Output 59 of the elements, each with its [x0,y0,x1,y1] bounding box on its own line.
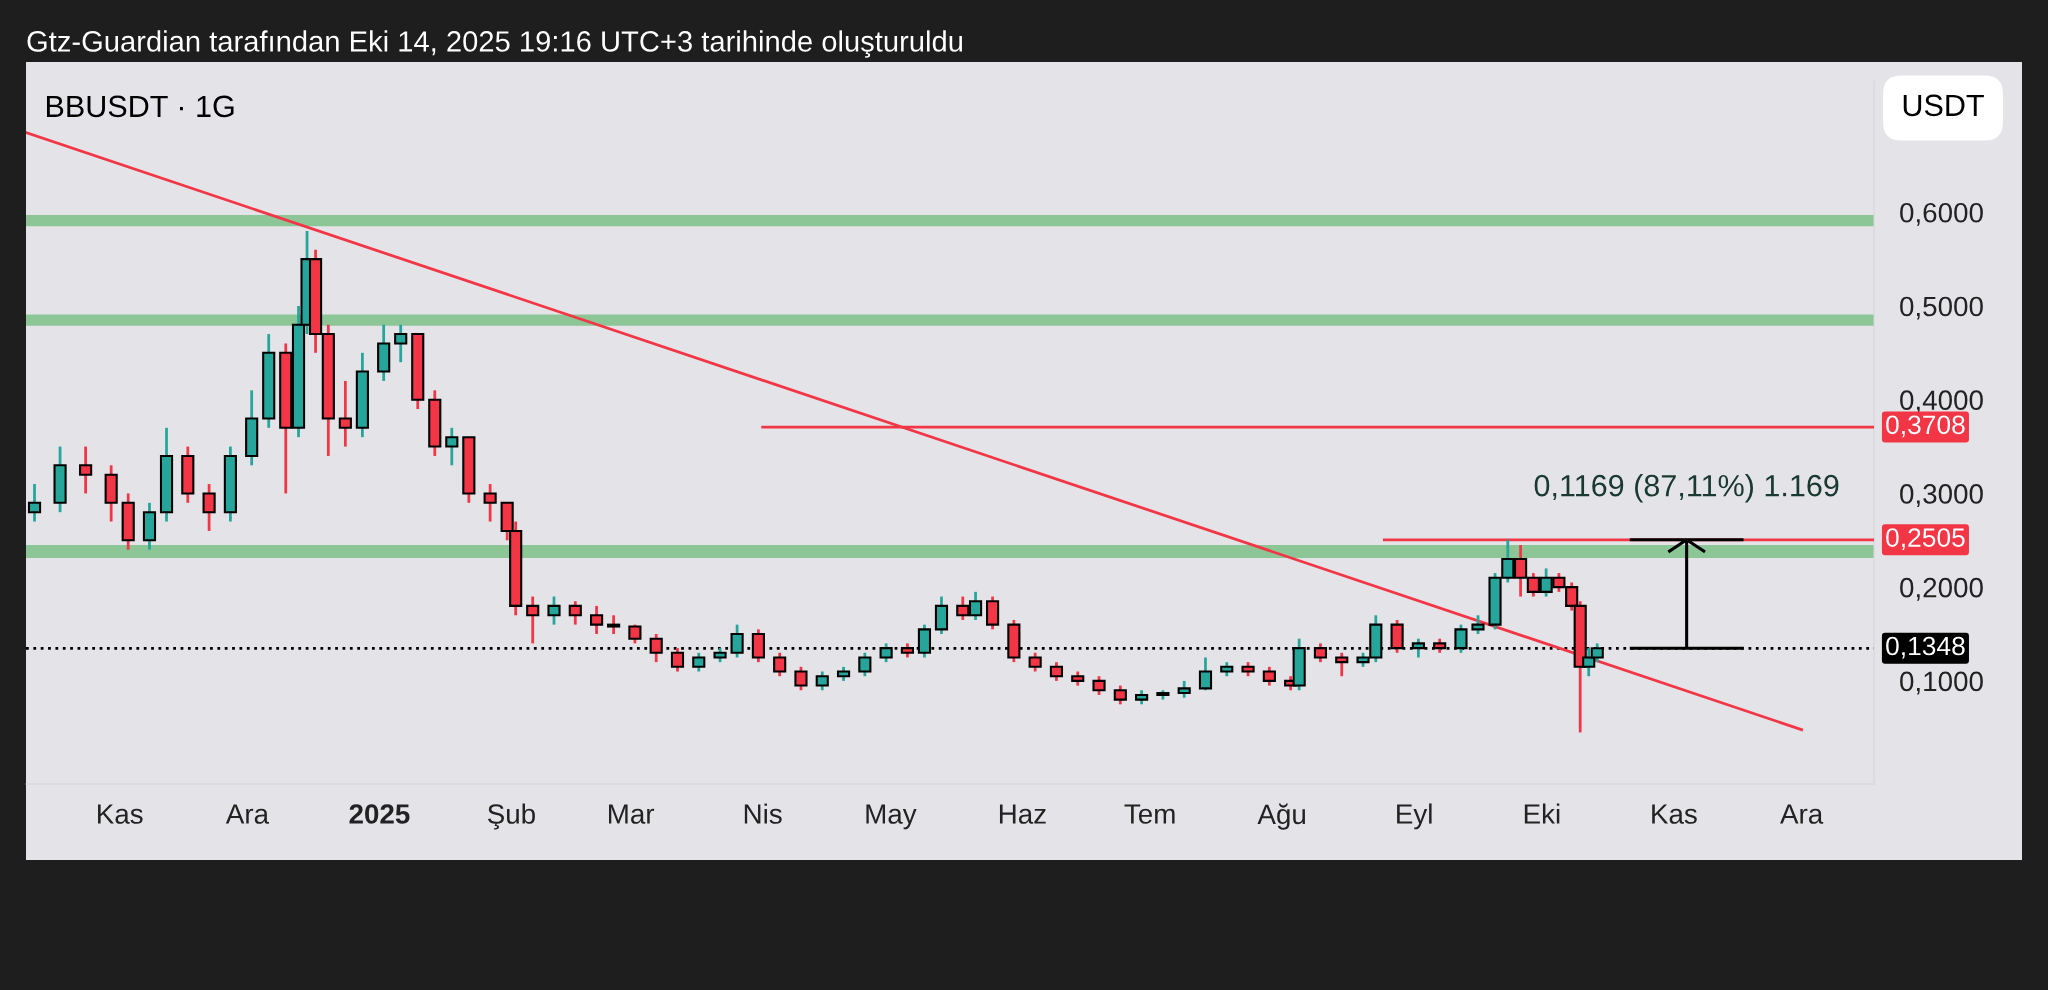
candlestick [445,426,459,467]
candlestick [1092,674,1106,697]
candlestick [394,323,408,364]
text: USDT [1903,94,1984,117]
candlestick [1313,642,1328,664]
x-tick-label: May [866,804,917,830]
candlestick [751,627,765,664]
y-tick-label: 0,2000 [1900,577,1983,601]
ref-line-label: 0,1348 [1886,636,1965,659]
candlestick [986,595,1000,631]
x-tick-label: Ağu [1257,803,1305,830]
x-tick-label: Eki [1524,803,1560,824]
candlestick [483,482,497,523]
chart-title: BBUSDT · 1G [46,95,234,118]
candlestick [1049,660,1064,683]
y-tick-label: 0,6000 [1900,202,1983,226]
candlestick [1113,684,1127,706]
candlestick [607,613,621,636]
candlestick [692,651,706,673]
candlestick [858,651,872,678]
x-tick-label: Kas [98,804,143,824]
candlestick [815,670,829,692]
y-tick-label: 0,1000 [1900,671,1983,695]
candlestick [202,482,216,533]
y-tick-label: 0,5000 [1900,296,1983,320]
x-tick-label: Nis [744,803,782,824]
candlestick [730,623,744,659]
x-tick-label: Haz [999,804,1046,824]
candlestick [1335,651,1349,678]
candlestick [547,595,561,627]
candlestick [934,595,949,636]
candlestick [590,604,604,636]
candlestick [338,379,352,448]
x-tick-label: Ara [225,804,270,824]
x-tick-label: Eyl [1397,803,1432,830]
candlestick [1198,656,1213,692]
x-tick-label: Şub [487,803,535,830]
data-label: 0,3708 [1886,415,1965,438]
candlestick [79,445,93,495]
x-tick-label: Kas [1652,804,1697,824]
y-tick-label: 0,3000 [1900,484,1983,508]
candlestick [526,595,540,645]
candlestick [794,665,808,692]
y-tick-label: 0,4000 [1900,390,1983,414]
candlestick [1028,651,1042,673]
x-tick-label: 2025 [349,804,410,824]
text: Gtz-Guardian tarafından Eki 14, 2025 19:16 UTC+3 tarihinde oluşturuldu [27,30,963,58]
x-tick-label: Ara [1780,804,1824,824]
data-label: 0,2505 [1886,528,1965,551]
x-tick-label: Mar [609,804,655,824]
candlestick [568,599,582,627]
candlestick [773,651,787,678]
candlestick [1262,665,1276,687]
candlestick [649,632,663,664]
candlestick [27,482,42,523]
x-tick-label: Tem [1124,804,1175,824]
annotation: 0,1169 (87,11%) 1.169 [1534,474,1839,503]
candlestick [1471,613,1485,636]
candlestick [879,642,893,664]
